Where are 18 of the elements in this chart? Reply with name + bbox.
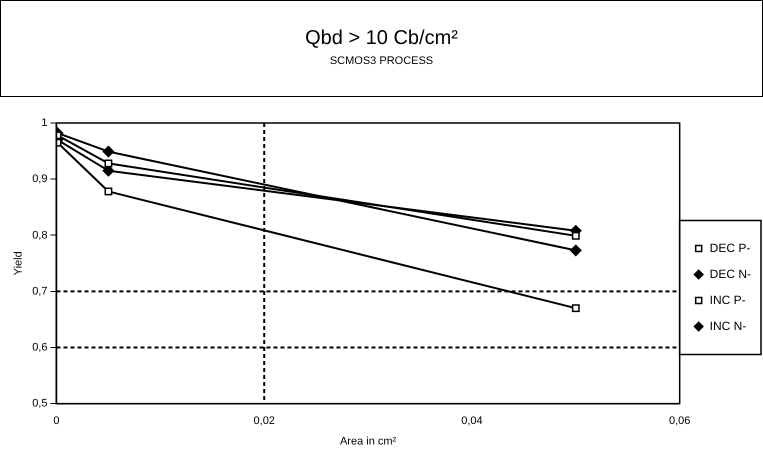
x-axis-title: Area in cm² bbox=[340, 435, 397, 448]
y-tick-label: 0,6 bbox=[32, 342, 48, 354]
y-tick-label: 0,5 bbox=[32, 398, 48, 410]
legend-label: INC P- bbox=[710, 292, 746, 307]
y-tick-label: 0,9 bbox=[32, 173, 48, 186]
y-tick-label: 1 bbox=[41, 117, 48, 130]
legend-label: INC N- bbox=[710, 318, 746, 333]
y-tick-label: 0,7 bbox=[32, 285, 48, 298]
legend-label: DEC N- bbox=[710, 266, 752, 281]
chart-subtitle: SCMOS3 PROCESS bbox=[328, 55, 434, 67]
y-axis-title: Yield bbox=[12, 251, 25, 276]
x-tick-label: 0,06 bbox=[668, 415, 690, 428]
chart-title: Qbd > 10 Cb/cm² bbox=[304, 27, 459, 50]
x-tick-label: 0,04 bbox=[461, 415, 483, 428]
x-tick-label: 0 bbox=[53, 415, 60, 428]
x-tick-label: 0,02 bbox=[254, 415, 275, 428]
y-tick-label: 0,8 bbox=[32, 229, 48, 242]
legend-label: DEC P- bbox=[710, 240, 750, 255]
